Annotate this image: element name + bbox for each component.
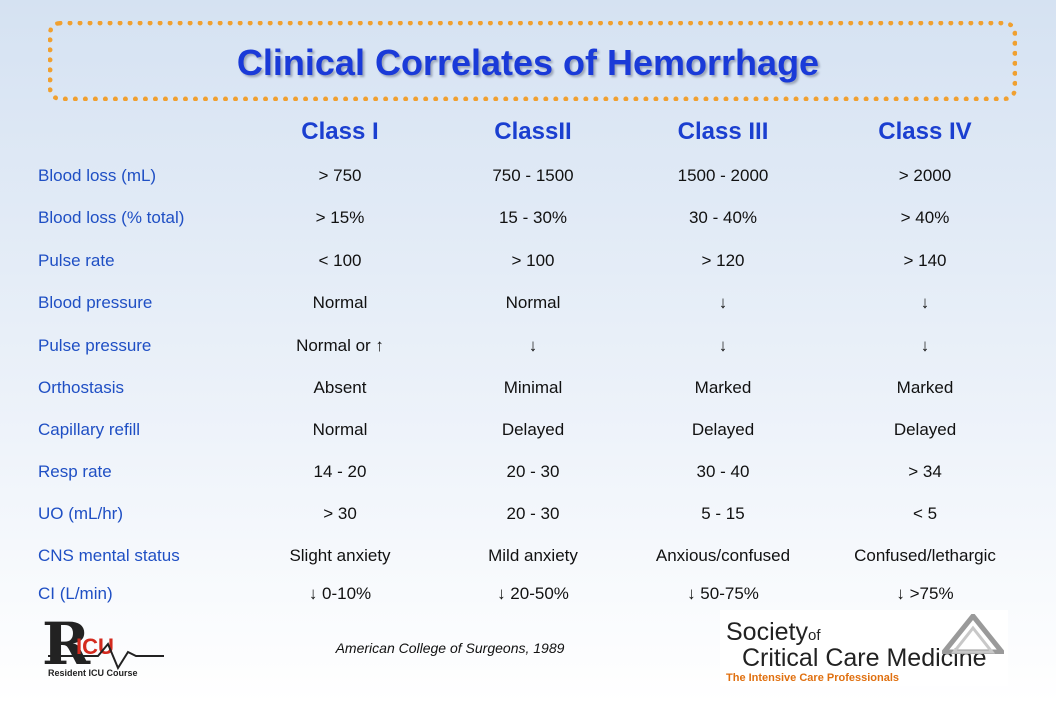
table-cell: > 15%	[315, 208, 365, 227]
table-cell: > 120	[701, 251, 745, 270]
table-cell: Delayed	[501, 420, 565, 439]
table-cell: ↓	[920, 336, 930, 355]
table-cell: ↓	[528, 336, 538, 355]
row-label: CI (L/min)	[38, 584, 113, 603]
table-cell: Normal	[505, 293, 561, 312]
table-cell: 20 - 30	[506, 504, 560, 523]
table-cell: Minimal	[503, 378, 563, 397]
table-cell: 1500 - 2000	[677, 166, 769, 185]
table-cell: ↓	[718, 293, 728, 312]
title-frame	[48, 21, 1017, 101]
table-cell: > 100	[511, 251, 555, 270]
table-cell: ↓ >75%	[896, 584, 954, 603]
table-cell: 15 - 30%	[498, 208, 568, 227]
table-cell: ↓ 20-50%	[497, 584, 569, 603]
table-cell: > 40%	[900, 208, 950, 227]
table-cell: Marked	[896, 378, 954, 397]
table-cell: Normal	[312, 420, 368, 439]
table-cell: 14 - 20	[313, 462, 367, 481]
ricu-icu-text: ICU	[76, 634, 114, 659]
sccm-line1: Societyof	[726, 618, 821, 646]
table-cell: 30 - 40	[696, 462, 750, 481]
table-cell: 30 - 40%	[688, 208, 758, 227]
row-label: CNS mental status	[38, 546, 180, 565]
ricu-subtitle: Resident ICU Course	[48, 668, 138, 678]
header-class-4: Class IV	[878, 118, 972, 145]
table-cell: ↓ 50-75%	[687, 584, 759, 603]
table-cell: ↓	[920, 293, 930, 312]
sccm-triangle-icon	[942, 614, 1004, 654]
table-cell: > 30	[323, 504, 357, 523]
ricu-logo: R ICU Resident ICU Course	[42, 612, 164, 678]
header-class-1: Class I	[301, 118, 379, 145]
row-label: Pulse rate	[38, 251, 115, 270]
table-cell: > 2000	[898, 166, 952, 185]
slide-title: Clinical Correlates of Hemorrhage	[236, 42, 820, 83]
table-cell: > 34	[908, 462, 942, 481]
row-label: Blood pressure	[38, 293, 153, 312]
table-cell: < 100	[318, 251, 362, 270]
table-cell: Confused/lethargic	[854, 546, 996, 565]
table-cell: 20 - 30	[506, 462, 560, 481]
table-cell: Marked	[694, 378, 752, 397]
table-cell: Anxious/confused	[655, 546, 791, 565]
table-cell: Normal	[312, 293, 368, 312]
table-cell: Normal or ↑	[296, 336, 384, 355]
table-cell: Absent	[313, 378, 367, 397]
row-label: Resp rate	[38, 462, 112, 481]
sccm-tagline: The Intensive Care Professionals	[726, 672, 900, 684]
table-cell: Delayed	[691, 420, 755, 439]
row-label: UO (mL/hr)	[38, 504, 123, 523]
row-label: Orthostasis	[38, 378, 124, 397]
table-cell: < 5	[912, 504, 938, 523]
table-cell: Mild anxiety	[488, 546, 578, 565]
table-cell: 750 - 1500	[492, 166, 574, 185]
sccm-logo: Societyof Critical Care Medicine The Int…	[720, 610, 1008, 686]
table-cell: 5 - 15	[701, 504, 745, 523]
table-cell: Slight anxiety	[289, 546, 391, 565]
table-cell: > 140	[903, 251, 947, 270]
header-class-3: Class III	[677, 118, 769, 145]
header-class-2: ClassII	[494, 118, 572, 145]
row-label: Blood loss (% total)	[38, 208, 185, 227]
row-label: Blood loss (mL)	[38, 166, 157, 185]
table-cell: Delayed	[893, 420, 957, 439]
row-label: Pulse pressure	[38, 336, 152, 355]
citation: American College of Surgeons, 1989	[335, 640, 565, 656]
table-cell: > 750	[318, 166, 362, 185]
table-cell: ↓	[718, 336, 728, 355]
svg-text:R: R	[42, 612, 91, 678]
table-cell: ↓ 0-10%	[308, 584, 372, 603]
row-label: Capillary refill	[38, 420, 141, 439]
